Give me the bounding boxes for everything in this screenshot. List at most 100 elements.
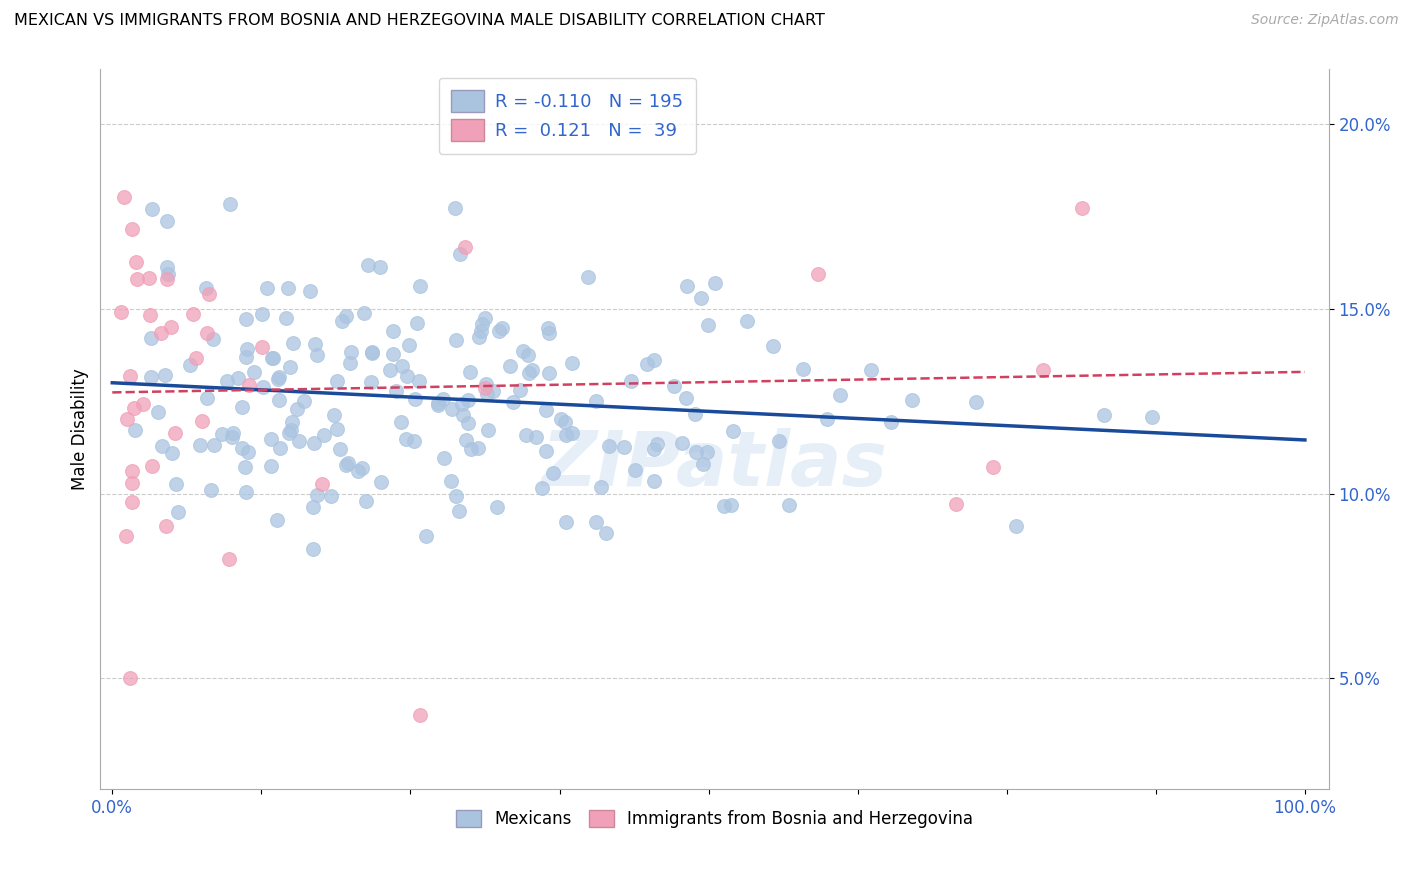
- Point: [554, 427, 576, 442]
- Point: [181, 307, 204, 321]
- Point: [534, 402, 557, 417]
- Point: [440, 474, 463, 488]
- Point: [235, 350, 257, 364]
- Point: [179, 358, 201, 372]
- Point: [235, 311, 257, 326]
- Point: [585, 394, 607, 409]
- Point: [561, 426, 583, 441]
- Point: [620, 374, 643, 388]
- Point: [167, 505, 190, 519]
- Point: [471, 318, 494, 332]
- Point: [121, 495, 143, 509]
- Point: [267, 370, 290, 384]
- Point: [477, 423, 499, 437]
- Point: [880, 415, 903, 429]
- Legend: Mexicans, Immigrants from Bosnia and Herzegovina: Mexicans, Immigrants from Bosnia and Her…: [450, 804, 980, 835]
- Point: [598, 440, 620, 454]
- Point: [683, 408, 706, 422]
- Point: [288, 434, 311, 449]
- Point: [384, 384, 406, 398]
- Point: [675, 391, 697, 405]
- Point: [156, 272, 179, 286]
- Point: [516, 348, 538, 362]
- Point: [325, 374, 347, 388]
- Point: [280, 423, 302, 437]
- Point: [302, 435, 325, 450]
- Point: [512, 344, 534, 359]
- Point: [433, 451, 456, 466]
- Point: [121, 221, 143, 235]
- Point: [474, 311, 496, 326]
- Point: [576, 270, 599, 285]
- Point: [260, 458, 283, 473]
- Point: [139, 331, 162, 345]
- Point: [391, 359, 413, 373]
- Point: [446, 489, 468, 503]
- Text: MEXICAN VS IMMIGRANTS FROM BOSNIA AND HERZEGOVINA MALE DISABILITY CORRELATION CH: MEXICAN VS IMMIGRANTS FROM BOSNIA AND HE…: [14, 13, 825, 29]
- Point: [723, 424, 745, 438]
- Point: [250, 307, 273, 321]
- Point: [531, 481, 554, 495]
- Point: [550, 412, 572, 426]
- Point: [312, 427, 335, 442]
- Point: [141, 202, 163, 216]
- Point: [509, 383, 531, 397]
- Point: [262, 351, 284, 366]
- Point: [155, 519, 177, 533]
- Point: [218, 197, 240, 211]
- Point: [120, 671, 142, 685]
- Point: [141, 370, 163, 384]
- Point: [382, 324, 405, 338]
- Point: [761, 339, 783, 353]
- Point: [326, 423, 349, 437]
- Point: [322, 408, 344, 422]
- Point: [457, 416, 479, 430]
- Point: [195, 392, 218, 406]
- Point: [127, 272, 149, 286]
- Point: [121, 475, 143, 490]
- Point: [623, 463, 645, 477]
- Point: [146, 405, 169, 419]
- Point: [346, 464, 368, 478]
- Point: [664, 379, 686, 393]
- Point: [266, 513, 288, 527]
- Point: [305, 488, 328, 502]
- Point: [524, 430, 547, 444]
- Point: [354, 494, 377, 508]
- Point: [488, 324, 510, 338]
- Point: [454, 240, 477, 254]
- Point: [457, 393, 479, 408]
- Point: [1140, 409, 1163, 424]
- Point: [304, 336, 326, 351]
- Point: [517, 366, 540, 380]
- Point: [408, 708, 430, 723]
- Point: [184, 351, 207, 365]
- Point: [222, 426, 245, 441]
- Point: [361, 346, 384, 360]
- Point: [671, 436, 693, 450]
- Point: [675, 279, 697, 293]
- Point: [256, 280, 278, 294]
- Point: [267, 392, 290, 407]
- Point: [236, 444, 259, 458]
- Point: [965, 394, 987, 409]
- Point: [120, 368, 142, 383]
- Point: [502, 394, 524, 409]
- Point: [554, 415, 576, 429]
- Point: [778, 498, 800, 512]
- Point: [426, 396, 449, 410]
- Point: [440, 401, 463, 416]
- Point: [643, 352, 665, 367]
- Point: [228, 371, 250, 385]
- Point: [451, 397, 474, 411]
- Point: [415, 529, 437, 543]
- Point: [122, 401, 145, 415]
- Point: [233, 459, 256, 474]
- Point: [536, 321, 558, 335]
- Point: [132, 397, 155, 411]
- Point: [221, 430, 243, 444]
- Point: [360, 375, 382, 389]
- Point: [381, 347, 404, 361]
- Point: [198, 287, 221, 301]
- Point: [301, 500, 323, 515]
